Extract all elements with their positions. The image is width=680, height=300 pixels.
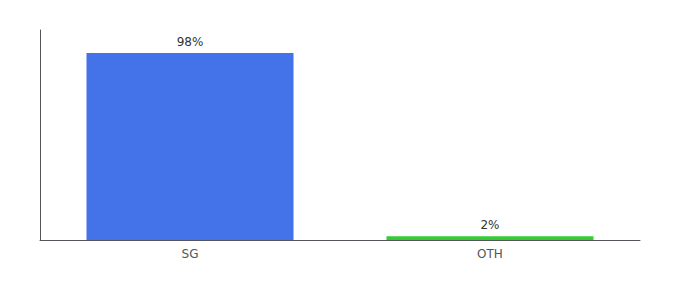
svg-text:OTH: OTH: [477, 247, 503, 261]
svg-text:98%: 98%: [177, 35, 204, 49]
svg-text:2%: 2%: [480, 218, 499, 232]
svg-text:SG: SG: [182, 247, 199, 261]
